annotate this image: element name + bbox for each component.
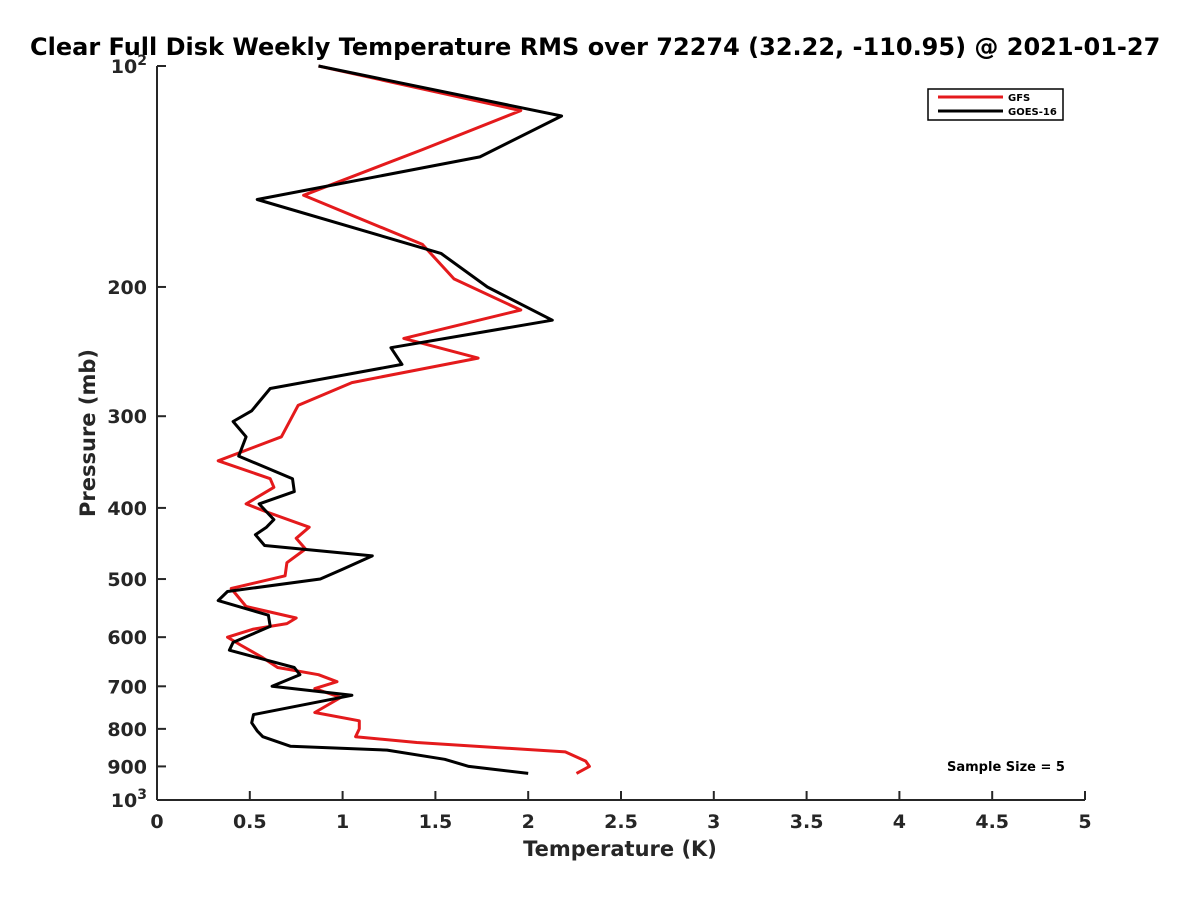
y-tick-label: 800 [107, 719, 147, 741]
legend-label: GOES-16 [1008, 107, 1057, 118]
x-tick-label: 1.5 [419, 811, 453, 833]
chart-title: Clear Full Disk Weekly Temperature RMS o… [30, 33, 1160, 61]
plot-axes: 0 0.5 1 1.5 2 2.5 3 3.5 4 4.5 5 102 200 300 400 500 600 7… [107, 53, 1091, 833]
y-tick-label: 700 [107, 676, 147, 698]
y-tick-label: 200 [107, 277, 147, 299]
legend-box [927, 88, 1064, 121]
sample-size-annotation: Sample Size = 5 [947, 760, 1065, 775]
x-tick-label: 3.5 [790, 811, 824, 833]
y-tick-label: 102 [111, 53, 147, 78]
y-axis-label: Pressure (mb) [76, 349, 100, 517]
x-tick-label: 4.5 [975, 811, 1009, 833]
y-tick-label: 400 [107, 498, 147, 520]
x-tick-label: 3 [707, 811, 720, 833]
y-tick-label: 600 [107, 627, 147, 649]
y-tick-label: 500 [107, 569, 147, 591]
series-line-gfs [216, 64, 591, 775]
x-tick-label: 1 [336, 811, 349, 833]
y-tick-label: 300 [107, 406, 147, 428]
legend: GFS GOES-16 [927, 88, 1064, 121]
x-tick-label: 0 [150, 811, 163, 833]
x-tick-label: 4 [893, 811, 906, 833]
y-tick-label: 900 [107, 756, 147, 778]
x-axis-label: Temperature (K) [523, 837, 717, 861]
x-tick-label: 5 [1078, 811, 1091, 833]
legend-label: GFS [1008, 93, 1030, 104]
y-tick-label: 103 [111, 787, 147, 812]
series-line-goes-16 [216, 64, 564, 775]
x-tick-label: 2.5 [604, 811, 638, 833]
x-tick-label: 2 [522, 811, 535, 833]
x-tick-label: 0.5 [233, 811, 267, 833]
series-layer [216, 64, 591, 775]
